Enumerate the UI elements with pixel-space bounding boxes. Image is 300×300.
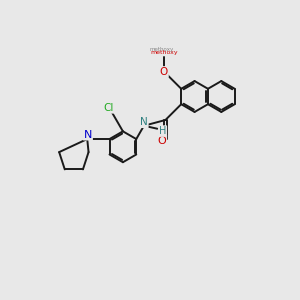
Text: N: N [140,117,148,127]
Text: O: O [160,67,168,77]
Text: methoxy: methoxy [151,50,178,55]
Text: H: H [159,126,166,136]
Text: methoxy: methoxy [149,47,173,52]
Text: O: O [158,136,166,146]
Text: N: N [84,130,92,140]
Text: Cl: Cl [103,103,114,113]
